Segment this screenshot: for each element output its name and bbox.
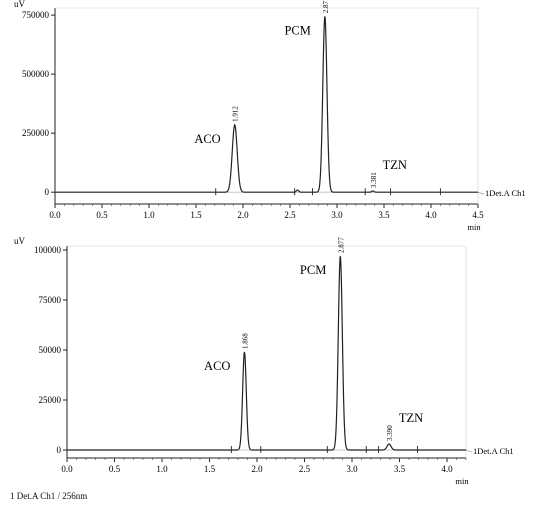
channel-label: 1Det.A Ch1	[485, 188, 526, 198]
x-tick-label: 0.0	[49, 210, 61, 220]
y-tick-label: 250000	[22, 128, 50, 138]
x-tick-label: 0.5	[96, 210, 108, 220]
x-tick-label: 4.5	[472, 210, 484, 220]
y-tick-label: 0	[57, 445, 62, 455]
retention-time-label: 3.390	[386, 425, 394, 441]
retention-time-label: 1.912	[232, 106, 240, 122]
x-tick-label: 2.5	[299, 464, 311, 474]
x-tick-label: 3.5	[378, 210, 390, 220]
peak-name-label: TZN	[383, 158, 407, 172]
y-tick-label: 750000	[22, 10, 50, 20]
x-tick-label: 0.0	[61, 464, 73, 474]
chromatogram-trace	[67, 256, 466, 451]
channel-leader	[477, 191, 485, 195]
x-axis-label: min	[467, 222, 481, 232]
x-tick-label: 1.0	[143, 210, 155, 220]
retention-time-label: 1.868	[241, 333, 249, 349]
retention-time-label: 2.871	[322, 0, 330, 13]
retention-time-label: 2.877	[337, 237, 345, 253]
x-tick-label: 3.5	[394, 464, 406, 474]
y-tick-label: 100000	[34, 245, 62, 255]
x-tick-label: 1.5	[190, 210, 202, 220]
channel-leader	[465, 449, 473, 453]
x-tick-label: 2.5	[284, 210, 296, 220]
chromatogram-top: uV 0 250000 500000 750000 0.0 0.5 1.0 1.5 2.0 2.5 3…	[14, 0, 526, 232]
y-unit-label: uV	[14, 0, 26, 9]
y-tick-label: 25000	[39, 395, 62, 405]
x-tick-label: 4.0	[441, 464, 453, 474]
x-tick-label: 1.0	[156, 464, 168, 474]
detector-footnote: 1 Det.A Ch1 / 256nm	[10, 491, 88, 501]
peak-name-label: PCM	[284, 23, 310, 37]
peak-name-label: ACO	[194, 132, 220, 146]
x-tick-label: 3.0	[331, 210, 343, 220]
y-tick-label: 500000	[22, 69, 50, 79]
retention-time-label: 3.381	[370, 172, 378, 188]
x-tick-label: 1.5	[204, 464, 216, 474]
y-unit-label: uV	[14, 236, 26, 246]
x-axis-label: min	[455, 476, 469, 486]
x-tick-label: 2.0	[237, 210, 249, 220]
x-tick-label: 3.0	[346, 464, 358, 474]
x-tick-label: 4.0	[425, 210, 437, 220]
y-tick-label: 75000	[39, 295, 62, 305]
x-tick-label: 0.5	[109, 464, 121, 474]
channel-label: 1Det.A Ch1	[473, 446, 514, 456]
chromatogram-bottom: uV 0 25000 50000 75000 100000 0.0 0.5 1.0 1.5 2.0 2…	[14, 236, 514, 486]
y-tick-label: 50000	[39, 345, 62, 355]
chromatogram-trace	[55, 16, 478, 193]
peak-name-label: TZN	[399, 411, 423, 425]
y-tick-label: 0	[45, 187, 50, 197]
peak-name-label: PCM	[300, 263, 326, 277]
x-tick-label: 2.0	[251, 464, 263, 474]
peak-name-label: ACO	[204, 359, 230, 373]
